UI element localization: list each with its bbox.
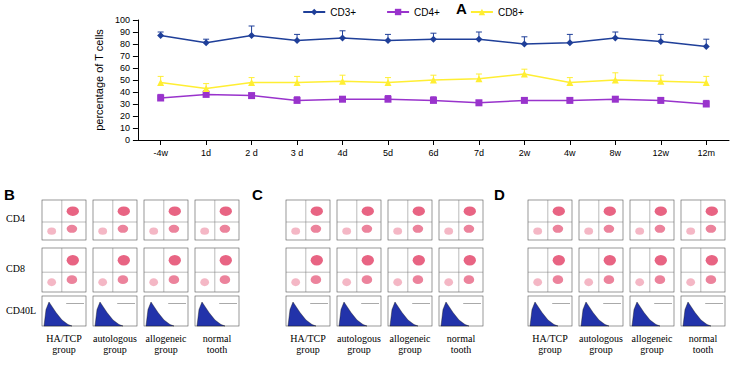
html-text:autologous group: autologous group (337, 333, 381, 355)
svg-text:2w: 2w (519, 148, 531, 158)
html-text:B: B (4, 186, 15, 203)
svg-text:50: 50 (120, 75, 130, 85)
html-text:normal tooth: normal tooth (446, 333, 476, 355)
svg-text:7d: 7d (474, 148, 484, 158)
svg-text:12w: 12w (653, 148, 670, 158)
svg-text:100: 100 (115, 15, 130, 25)
svg-text:CD4: CD4 (6, 213, 25, 224)
html-text:autologous group: autologous group (579, 333, 623, 355)
html-text:allogeneic group: allogeneic group (389, 333, 431, 355)
svg-text:0: 0 (125, 135, 130, 145)
svg-text:8w: 8w (610, 148, 622, 158)
html-text:allogeneic group: allogeneic group (631, 333, 673, 355)
html-text:normal tooth: normal tooth (688, 333, 718, 355)
svg-text:CD8+: CD8+ (498, 7, 524, 18)
svg-text:4d: 4d (338, 148, 348, 158)
svg-text:60: 60 (120, 63, 130, 73)
svg-text:3 d: 3 d (291, 148, 304, 158)
svg-text:70: 70 (120, 51, 130, 61)
svg-text:CD4+: CD4+ (414, 7, 440, 18)
svg-text:12m: 12m (698, 148, 716, 158)
svg-text:40: 40 (120, 87, 130, 97)
svg-text:CD3+: CD3+ (330, 7, 356, 18)
svg-text:90: 90 (120, 27, 130, 37)
svg-text:6d: 6d (428, 148, 438, 158)
svg-text:4w: 4w (564, 148, 576, 158)
html-text:normal tooth: normal tooth (202, 333, 232, 355)
svg-text:10: 10 (120, 123, 130, 133)
svg-text:percentage of T cells: percentage of T cells (93, 29, 105, 131)
svg-text:20: 20 (120, 111, 130, 121)
svg-text:30: 30 (120, 99, 130, 109)
svg-text:CD40L: CD40L (6, 305, 36, 316)
html-text:HA/TCP group: HA/TCP group (532, 333, 568, 355)
svg-text:80: 80 (120, 39, 130, 49)
html-text:allogeneic group: allogeneic group (145, 333, 187, 355)
svg-text:-4w: -4w (153, 148, 168, 158)
svg-text:5d: 5d (383, 148, 393, 158)
html-text:autologous group: autologous group (93, 333, 137, 355)
html-text:HA/TCP group: HA/TCP group (46, 333, 82, 355)
svg-text:CD8: CD8 (6, 263, 25, 274)
html-text:A: A (456, 0, 467, 17)
svg-text:2 d: 2 d (245, 148, 258, 158)
html-text:D: D (494, 186, 505, 203)
svg-text:1d: 1d (201, 148, 211, 158)
html-text:C: C (252, 186, 263, 203)
html-text:HA/TCP group: HA/TCP group (290, 333, 326, 355)
